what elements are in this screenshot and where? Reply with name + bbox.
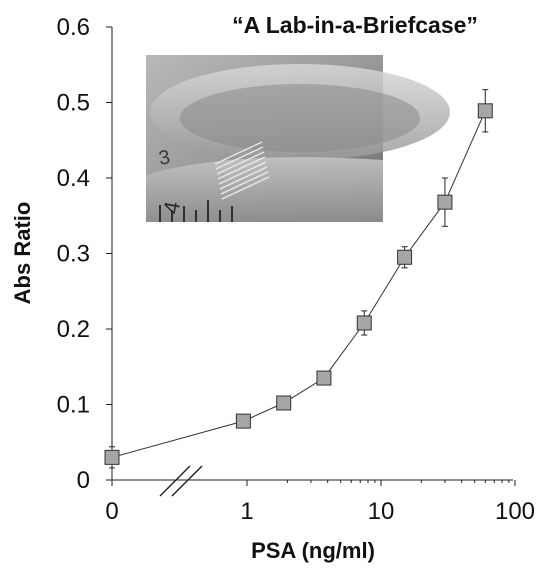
y-tick-label: 0.4 — [57, 165, 90, 192]
x-tick-label: 1 — [240, 498, 253, 525]
data-point-marker — [356, 315, 372, 331]
svg-text:3: 3 — [157, 146, 172, 170]
data-point-marker — [235, 413, 251, 429]
x-tick-label: 10 — [368, 498, 395, 525]
data-point-marker — [477, 103, 493, 119]
svg-text:4: 4 — [158, 199, 185, 215]
data-point-marker — [437, 194, 453, 210]
y-tick-label: 0.2 — [57, 316, 90, 343]
x-tick-label: 100 — [495, 498, 535, 525]
y-tick-label: 0 — [77, 467, 90, 494]
x-tick-label: 0 — [105, 498, 118, 525]
data-point-marker — [397, 249, 413, 265]
axis-break-marks — [159, 465, 203, 497]
y-axis-title: Abs Ratio — [10, 202, 35, 305]
chart-title: “A Lab-in-a-Briefcase” — [232, 12, 478, 38]
data-point-marker — [316, 370, 332, 386]
inset-photo: 3 4 — [146, 55, 450, 222]
y-tick-label: 0.1 — [57, 392, 90, 419]
x-ticks: 0 1 10 100 — [105, 480, 535, 525]
data-point-marker — [104, 449, 120, 465]
y-tick-label: 0.3 — [57, 241, 90, 268]
y-ticks: 0 0.1 0.2 0.3 0.4 0.5 0.6 — [57, 14, 112, 494]
data-series — [104, 89, 493, 469]
data-point-marker — [276, 395, 292, 411]
x-axis-title: PSA (ng/ml) — [251, 538, 375, 563]
y-tick-label: 0.5 — [57, 90, 90, 117]
y-tick-label: 0.6 — [57, 14, 90, 41]
